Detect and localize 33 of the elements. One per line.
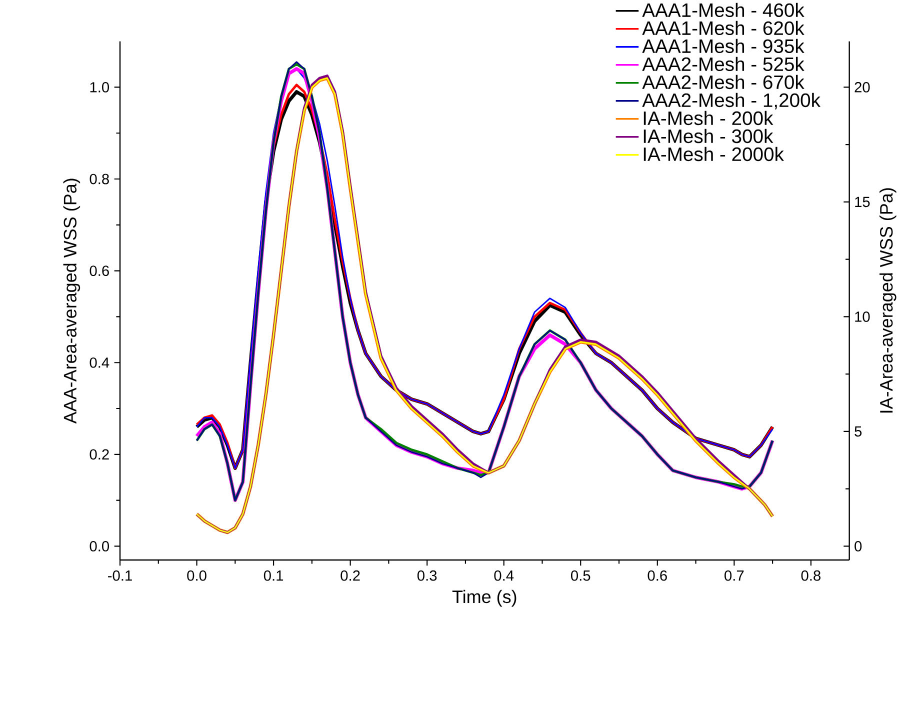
y2-tick-label: 10 bbox=[855, 312, 870, 322]
legend-label: AAA2-Mesh - 1,200k bbox=[642, 92, 821, 110]
legend-label: AAA1-Mesh - 620k bbox=[642, 20, 804, 36]
y-tick-label: 0.4 bbox=[90, 357, 110, 368]
x-tick-label: 0.6 bbox=[648, 570, 667, 581]
x-tick-label: 0.7 bbox=[724, 570, 744, 581]
y2-tick-label: 0 bbox=[854, 541, 862, 552]
x-tick-label: 0.5 bbox=[570, 570, 590, 581]
y-tick-label: 0.0 bbox=[90, 541, 110, 552]
x-axis-title: Time (s) bbox=[452, 590, 516, 607]
legend-label: IA-Mesh - 200k bbox=[644, 110, 774, 126]
x-tick-label: 0.4 bbox=[494, 570, 514, 581]
x-tick-label: 0.8 bbox=[801, 570, 820, 581]
y-tick-label: 0.8 bbox=[90, 174, 109, 184]
y2-tick-label: 5 bbox=[854, 426, 862, 437]
legend-label: IA-Mesh - 2000k bbox=[644, 146, 784, 162]
y2-tick-label: 15 bbox=[855, 196, 870, 208]
legend-label: IA-Mesh - 300k bbox=[644, 128, 774, 144]
legend-label: AAA2-Mesh - 525k bbox=[642, 56, 804, 72]
x-tick-label: 0.3 bbox=[417, 570, 437, 581]
x-tick-label: 0.1 bbox=[264, 570, 284, 581]
y-tick-label: 1.0 bbox=[90, 82, 110, 92]
x-tick-label: -0.1 bbox=[108, 570, 132, 581]
legend-label: AAA1-Mesh - 935k bbox=[642, 38, 804, 54]
x-tick-label: 0.2 bbox=[340, 570, 360, 581]
legend-label: AAA1-Mesh - 460k bbox=[642, 2, 804, 18]
y2-tick-label: 20 bbox=[854, 82, 870, 92]
legend-label: AAA2-Mesh - 670k bbox=[642, 74, 804, 90]
x-tick-label: 0.0 bbox=[187, 570, 206, 581]
y2-axis-title: IA-Area-averaged WSS (Pa) bbox=[879, 188, 896, 413]
y-tick-label: 0.2 bbox=[90, 449, 109, 460]
y-tick-label: 0.6 bbox=[90, 266, 109, 276]
y-axis-title: AAA-Area-averaged WSS (Pa) bbox=[63, 178, 80, 424]
